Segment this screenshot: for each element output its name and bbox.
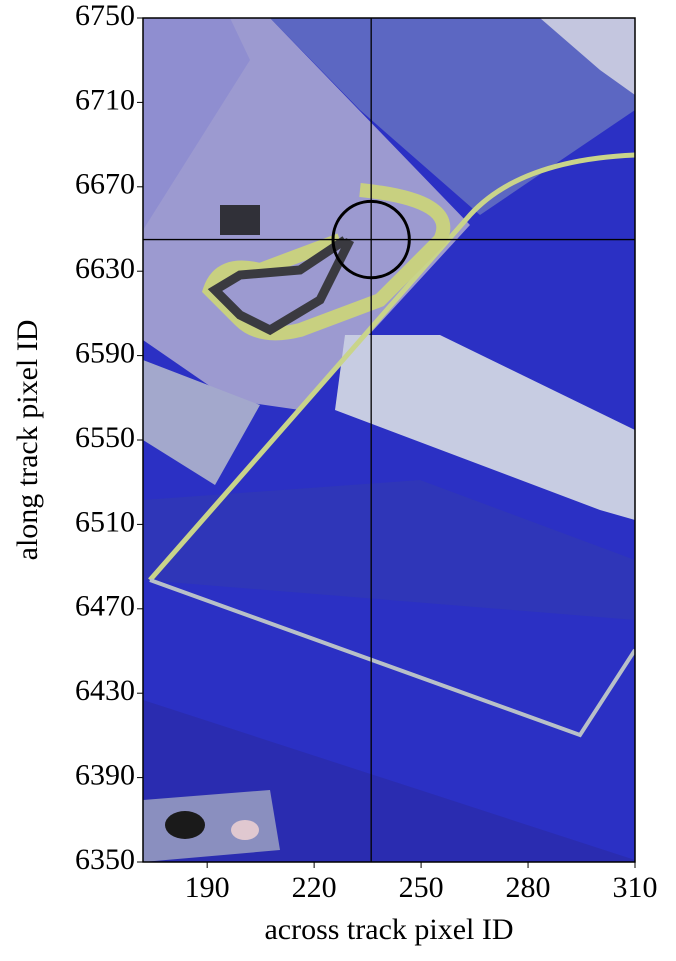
y-tick-label: 6590: [75, 336, 135, 369]
x-tick-label: 220: [292, 871, 337, 904]
y-tick-label: 6670: [75, 168, 135, 201]
satellite-image: [143, 18, 635, 862]
x-tick-label: 190: [185, 871, 230, 904]
y-tick-label: 6550: [75, 421, 135, 454]
y-tick-label: 6390: [75, 758, 135, 791]
y-tick-label: 6710: [75, 83, 135, 116]
y-tick-label: 6630: [75, 252, 135, 285]
y-tick-label: 6350: [75, 843, 135, 876]
x-tick-label: 280: [506, 871, 551, 904]
y-tick-label: 6470: [75, 590, 135, 623]
x-tick-label: 310: [613, 871, 658, 904]
y-tick-label: 6430: [75, 674, 135, 707]
y-tick-label: 6750: [75, 0, 135, 32]
y-axis-label: along track pixel ID: [11, 320, 44, 561]
x-tick-label: 250: [399, 871, 444, 904]
y-tick-label: 6510: [75, 505, 135, 538]
marker-circle: [331, 199, 411, 280]
x-axis-label: across track pixel ID: [264, 913, 513, 946]
